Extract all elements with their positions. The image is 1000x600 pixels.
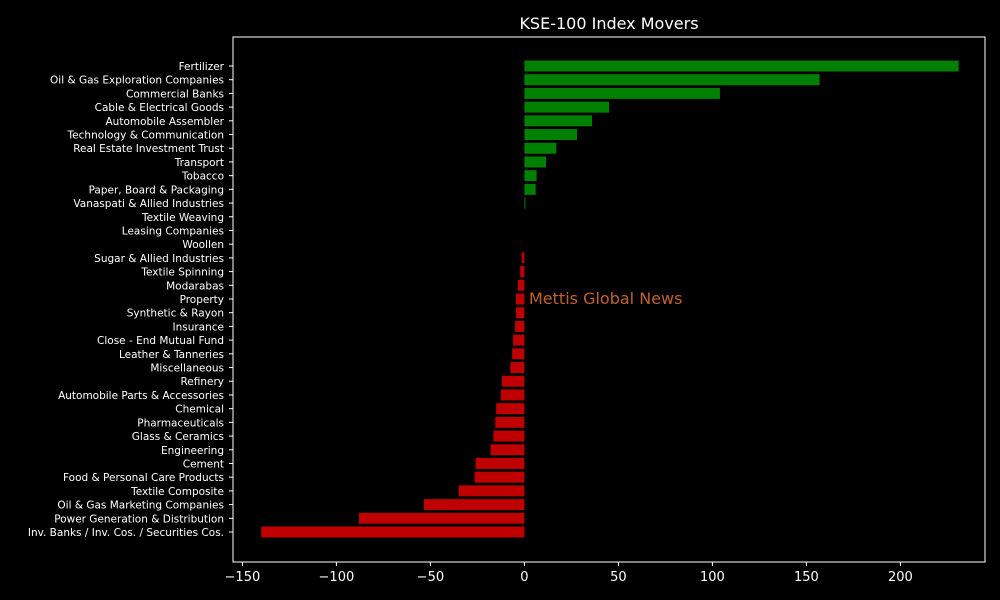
bar [358,512,525,524]
bar [524,183,536,195]
bar [524,87,720,99]
y-tick-label: Technology & Communication [67,130,224,142]
bar [501,375,525,387]
bar [515,307,525,319]
y-tick-label: Automobile Parts & Accessories [58,390,224,402]
y-tick-label: Woollen [182,239,224,251]
y-tick-label: Vanaspati & Allied Industries [73,198,224,210]
y-tick-label: Paper, Board & Packaging [89,184,224,196]
bar [524,101,609,113]
y-tick-label: Modarabas [166,280,224,292]
watermark-annotation: Mettis Global News [529,289,682,308]
y-tick-label: Tobacco [181,171,224,183]
x-tick-label: 150 [794,570,819,585]
bar [495,416,525,428]
y-tick-label: Engineering [161,445,224,457]
bar [524,170,537,182]
y-tick-label: Textile Spinning [140,267,224,279]
bar [524,156,547,168]
y-tick-label: Oil & Gas Marketing Companies [57,500,224,512]
bar [512,348,525,360]
y-tick-label: Commercial Banks [126,88,224,100]
y-tick-label: Cement [183,458,224,470]
y-tick-label: Leather & Tanneries [119,349,224,361]
y-tick-label: Pharmaceuticals [137,417,224,429]
bar [524,197,526,209]
y-tick-label: Power Generation & Distribution [54,513,224,525]
bar [423,499,525,511]
y-tick-label: Transport [174,157,224,169]
bar [261,526,525,538]
bar [493,430,525,442]
x-tick-label: −50 [417,570,444,585]
y-tick-label: Textile Composite [130,486,224,498]
bars-group [261,60,959,538]
y-tick-label: Leasing Companies [122,225,224,237]
y-tick-label: Property [180,294,224,306]
y-tick-label: Refinery [180,376,224,388]
bar [520,266,525,278]
y-tick-label: Oil & Gas Exploration Companies [50,75,224,87]
bar [524,142,557,154]
bar [524,74,820,86]
bar [500,389,525,401]
bar [496,403,525,415]
y-tick-label: Real Estate Investment Trust [73,143,224,155]
bar [475,457,525,469]
bar [515,293,525,305]
y-tick-label: Close - End Mutual Fund [97,335,224,347]
y-tick-label: Glass & Ceramics [132,431,224,443]
y-tick-label: Synthetic & Rayon [127,308,224,320]
bar [490,444,525,456]
y-tick-label: Chemical [175,404,224,416]
bar [521,252,525,264]
bar [515,320,525,332]
bar [458,485,525,497]
bar [510,362,525,374]
y-axis: Fertilizer Oil & Gas Exploration Companie… [28,61,233,539]
bar [524,60,959,72]
y-tick-label: Miscellaneous [150,363,224,375]
x-tick-label: −150 [225,570,261,585]
x-tick-label: 50 [610,570,627,585]
chart-title: KSE-100 Index Movers [519,14,698,33]
y-tick-label: Sugar & Allied Industries [94,253,224,265]
bar [524,129,578,141]
y-tick-label: Food & Personal Care Products [63,472,224,484]
bar [474,471,525,483]
y-tick-label: Inv. Banks / Inv. Cos. / Securities Cos. [28,527,224,539]
y-tick-label: Fertilizer [179,61,225,73]
x-tick-label: 100 [700,570,725,585]
y-tick-label: Insurance [172,321,224,333]
y-tick-label: Automobile Assembler [106,116,225,128]
x-tick-label: −100 [319,570,355,585]
x-axis: −150 −100 −50 0 50 100 150 200 [225,562,913,585]
bar [513,334,525,346]
y-tick-label: Textile Weaving [141,212,224,224]
x-tick-label: 0 [520,570,528,585]
x-tick-label: 200 [888,570,913,585]
y-tick-label: Cable & Electrical Goods [95,102,224,114]
bar [524,115,593,127]
bar [517,279,525,291]
